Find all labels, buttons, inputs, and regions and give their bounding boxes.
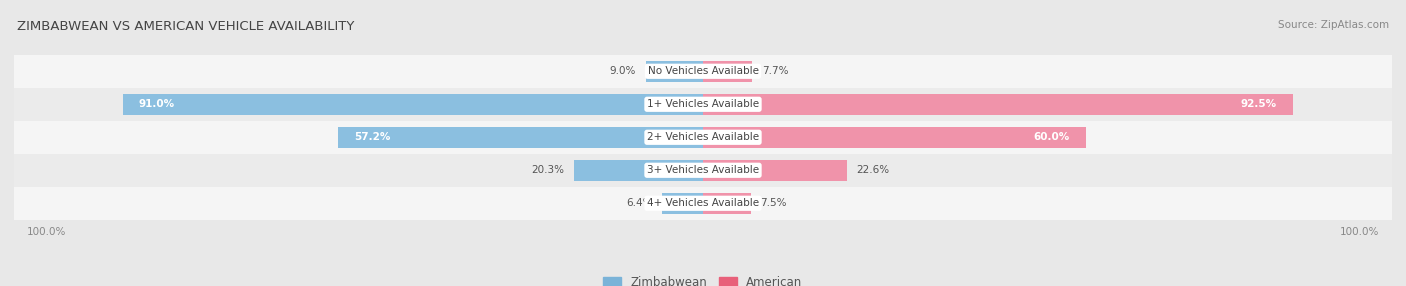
Bar bbox=[574, 160, 703, 180]
Bar bbox=[645, 61, 703, 82]
Text: 60.0%: 60.0% bbox=[1033, 132, 1070, 142]
Text: 57.2%: 57.2% bbox=[354, 132, 391, 142]
Text: 100.0%: 100.0% bbox=[1340, 227, 1379, 237]
Text: 3+ Vehicles Available: 3+ Vehicles Available bbox=[647, 165, 759, 175]
Bar bbox=[122, 94, 703, 114]
Bar bbox=[14, 55, 1392, 88]
Bar bbox=[703, 94, 1294, 114]
Bar bbox=[14, 121, 1392, 154]
Text: 2+ Vehicles Available: 2+ Vehicles Available bbox=[647, 132, 759, 142]
Bar bbox=[14, 154, 1392, 187]
Text: 6.4%: 6.4% bbox=[626, 198, 652, 208]
Bar bbox=[703, 61, 752, 82]
Text: 4+ Vehicles Available: 4+ Vehicles Available bbox=[647, 198, 759, 208]
Text: 1+ Vehicles Available: 1+ Vehicles Available bbox=[647, 99, 759, 109]
Text: 92.5%: 92.5% bbox=[1241, 99, 1277, 109]
Text: No Vehicles Available: No Vehicles Available bbox=[648, 66, 758, 76]
Bar bbox=[703, 127, 1085, 148]
Bar bbox=[14, 187, 1392, 220]
Bar bbox=[703, 193, 751, 214]
Legend: Zimbabwean, American: Zimbabwean, American bbox=[603, 276, 803, 286]
Bar bbox=[337, 127, 703, 148]
Text: 91.0%: 91.0% bbox=[138, 99, 174, 109]
Bar bbox=[14, 88, 1392, 121]
Text: 20.3%: 20.3% bbox=[531, 165, 564, 175]
Text: 9.0%: 9.0% bbox=[610, 66, 636, 76]
Text: 22.6%: 22.6% bbox=[856, 165, 890, 175]
Text: 100.0%: 100.0% bbox=[27, 227, 66, 237]
Bar bbox=[662, 193, 703, 214]
Text: ZIMBABWEAN VS AMERICAN VEHICLE AVAILABILITY: ZIMBABWEAN VS AMERICAN VEHICLE AVAILABIL… bbox=[17, 20, 354, 33]
Text: 7.5%: 7.5% bbox=[761, 198, 787, 208]
Text: 7.7%: 7.7% bbox=[762, 66, 789, 76]
Bar bbox=[703, 160, 848, 180]
Text: Source: ZipAtlas.com: Source: ZipAtlas.com bbox=[1278, 20, 1389, 30]
